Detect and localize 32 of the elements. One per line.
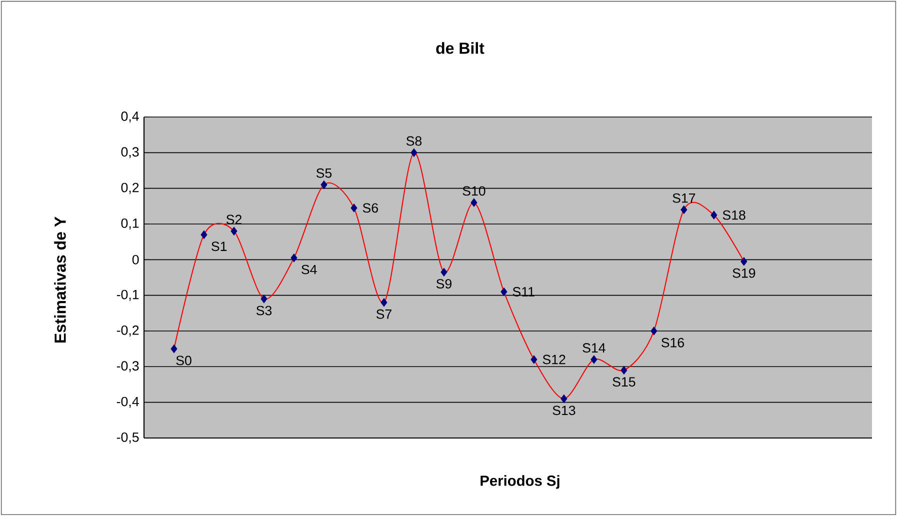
x-axis-title: Periodos Sj: [480, 475, 560, 489]
chart-title: de Bilt: [436, 42, 484, 54]
data-label: S3: [256, 306, 272, 316]
data-label: S17: [672, 193, 696, 203]
y-axis-title: Estimativas de Y: [54, 216, 66, 343]
y-tick-label: 0: [132, 254, 139, 264]
data-label: S15: [612, 377, 636, 387]
data-label: S12: [542, 354, 566, 364]
data-label: S9: [436, 279, 452, 289]
data-label: S1: [212, 242, 227, 252]
y-tick-label: 0,4: [121, 112, 139, 123]
data-label: S4: [302, 264, 317, 274]
data-label: S16: [661, 338, 684, 348]
y-tick-label: 0,1: [121, 218, 139, 230]
data-label: S2: [226, 214, 242, 224]
y-tick-label: 0,2: [121, 182, 139, 194]
data-label: S14: [582, 343, 606, 353]
y-tick-label: -0,3: [116, 361, 139, 372]
y-tick-label: -0,1: [116, 290, 139, 301]
y-tick-label: -0,4: [116, 396, 139, 408]
data-label: S11: [512, 287, 534, 296]
data-label: S8: [406, 136, 422, 146]
y-tick-label: 0,3: [121, 147, 139, 158]
y-tick-label: -0,5: [116, 432, 139, 444]
data-label: S7: [376, 309, 392, 319]
y-tick-label: -0,2: [116, 325, 139, 337]
data-label: S6: [362, 203, 378, 213]
data-label: S13: [552, 406, 576, 416]
data-label: S19: [732, 268, 756, 278]
data-label: S5: [316, 168, 332, 178]
data-label: S0: [176, 356, 192, 366]
data-label: S18: [722, 210, 746, 220]
